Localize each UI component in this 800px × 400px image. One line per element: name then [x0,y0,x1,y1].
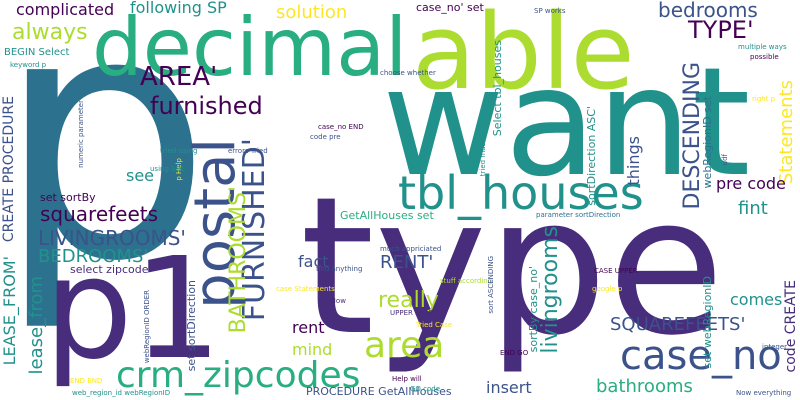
word-google-p: google p [592,285,623,293]
word-really: really [378,288,439,313]
word-using-sql: using SQL [150,165,185,173]
word-sortby-case-no: sortBy case_no' [527,266,540,353]
word-crm-zipcodes: crm_zipcodes [116,355,361,396]
word-fact: fact [298,252,329,271]
word-case-statements: case Statements [276,285,335,293]
word-able: able [412,0,635,113]
word-possible: possible [750,53,779,61]
word-sort-ascending: sort ASCENDING [487,256,495,314]
word-case-no-set: case_no' set [416,1,484,14]
word-begin-select: BEGIN Select [4,47,70,58]
word-choose-whether: choose whether [380,69,436,77]
word-following-sp: following SP [130,0,227,17]
word-tried-must: tried must [479,140,487,177]
word-decimal: decimal [92,1,408,94]
word-select-tbl-houses: Select tbl_houses [491,40,504,137]
word-case-no: case_no [620,333,782,379]
word-sortdirection-asc: sortDirection ASC' [585,106,598,206]
word-code-create: code CREATE [783,280,799,373]
word-livingrooms-caps: LIVINGROOMS' [38,226,186,250]
word-case-upper: CASE UPPER [594,267,638,275]
word-solution: solution [276,2,348,23]
word-parameter-sortdirection: parameter sortDirection [536,211,621,219]
word-create-procedure: CREATE PROCEDURE [1,96,17,243]
word-p-now: p Now [324,297,346,305]
word-errors-tried: errors Tried [228,147,268,155]
word-rent-caps: RENT' [380,252,434,273]
word-area-caps: AREA' [140,62,218,92]
word-tbl-houses: tbl_houses [398,166,644,220]
word-case-no-end: case_no END [318,123,364,131]
word-web-region-id-webregionid: web_region_id webRegionID [72,389,171,397]
word-go-code: GO code [410,385,441,393]
word-upper-sortby: UPPER sortBy [390,309,438,317]
word-lease-from-caps: LEASE_FROM' [0,256,19,366]
word-tried-using: tried using [160,147,198,155]
word-webregionid-set: webRegionID set [701,96,714,189]
word-set-webregionid: set webRegionID [701,276,714,369]
word-p1: p1 [44,228,222,391]
word-end-go: END GO [500,349,529,357]
word-getallhouses-set: GetAllHouses set [340,209,434,222]
word-bathrooms: bathrooms [596,376,693,397]
word-help-will: Help will [392,375,422,383]
word-bedrooms-caps: BEDROOMS' [38,246,149,267]
word-integer: integer [762,343,788,351]
word-udf: udf [721,154,729,166]
word-livingrooms: livingrooms [538,226,563,354]
word-complicated: complicated [16,0,115,19]
word-procedure-getallhouses: PROCEDURE GetAllHouses [306,385,452,398]
word-right-p: right p [752,95,776,103]
word-area: area [364,325,445,366]
word-now-everything: Now everything [736,389,792,397]
word-much-appriciated: much appriciated [380,245,442,253]
word-insert: insert [486,378,532,397]
word-comes: comes [730,290,783,309]
word-keyword-p: keyword p [10,61,47,69]
word-bathrooms-caps: BATHROOMS' [226,186,251,334]
word-code-pre: code pre [310,133,341,141]
word-tried-case: Tried Case [416,321,453,329]
word-webregionid-order: webRegionID ORDER [143,290,151,364]
word-type: type [300,156,725,377]
word-squarefeets: squarefeets [40,202,159,226]
word-always: always [12,20,88,45]
word-want: want [382,36,751,210]
word-type-caps: TYPE' [688,16,754,44]
word-rent: rent [292,318,325,337]
word-squarefeets-caps: SQUAREFEETS' [610,314,746,335]
word-numeric-parameter: numeric parameter [77,100,85,168]
word-set-sortby: set sortBy [40,191,96,204]
word-end-end: END END [70,377,103,385]
word-statements: Statements [776,80,797,185]
word-mind: mind [292,340,333,359]
word-p: p [0,0,212,336]
word-multiple-ways: multiple ways [738,43,787,51]
word-fint: fint [738,198,768,219]
word-sp-works: SP works [534,7,566,15]
word-stuff-according: stuff according [440,277,493,285]
word-set-sortdirection: set sortDirection [185,280,198,372]
word-things: things [624,136,643,186]
word-furnished: furnished [150,92,263,120]
word-find-anything: find anything [316,265,363,273]
word-select-zipcode: select zipcode [70,263,149,276]
word-lease-from: lease_from [26,276,47,375]
word-see: see [126,166,155,185]
word-pre-code: pre code [716,174,786,193]
word-bedrooms: bedrooms [658,0,758,22]
